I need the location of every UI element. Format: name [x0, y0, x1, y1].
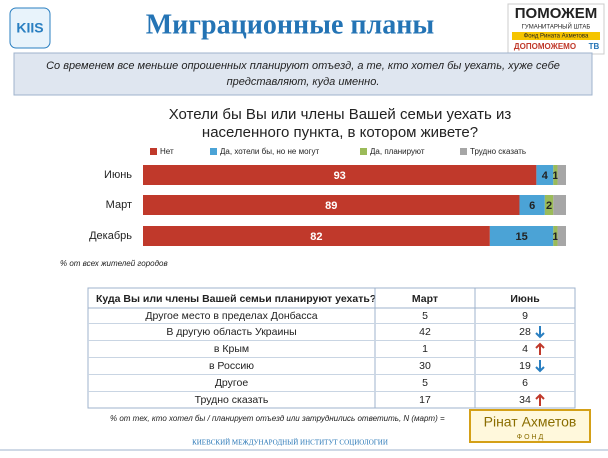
legend-label: Нет	[160, 147, 174, 156]
data-label: 6	[529, 200, 535, 212]
bar-segment	[557, 226, 566, 246]
bar-segment	[519, 195, 545, 215]
data-label: 15	[515, 231, 527, 243]
logo-right-tv: ТВ	[589, 42, 600, 51]
legend-swatch	[360, 148, 367, 155]
logo-left: KIIS	[16, 20, 43, 36]
chart-note: % от всех жителей городов	[60, 259, 168, 268]
y-tick-label: Декабрь	[89, 230, 132, 242]
table-cell: 6	[522, 377, 528, 389]
bar-segment	[143, 226, 490, 246]
y-tick-label: Март	[106, 199, 132, 211]
summary-line: представляют, куда именно.	[227, 76, 380, 88]
fund-logo-sub: Ф О Н Д	[517, 434, 544, 441]
legend-label: Да, хотели бы, но не могут	[220, 147, 319, 156]
bar-segment	[553, 195, 566, 215]
y-tick-label: Июнь	[104, 169, 132, 181]
summary-box	[13, 52, 593, 96]
data-label: 1	[552, 170, 558, 182]
table-frame	[87, 287, 576, 409]
data-label: 4	[542, 170, 549, 182]
bar-segment	[553, 226, 558, 246]
table-note: % от тех, кто хотел бы / планирует отъез…	[110, 414, 445, 423]
table-cell: 19	[519, 360, 531, 372]
table-cell: 34	[519, 394, 531, 406]
table-cell: 4	[522, 343, 528, 355]
data-label: 82	[310, 231, 322, 243]
table-cell: В другую область Украины	[166, 326, 296, 338]
chart-title: Хотели бы Вы или члены Вашей семьи уехат…	[169, 106, 512, 123]
data-label: 93	[334, 170, 346, 182]
table-cell: Трудно сказать	[195, 394, 269, 406]
legend-swatch	[210, 148, 217, 155]
footer-institute: КИЕВСКИЙ МЕЖДУНАРОДНЫЙ ИНСТИТУТ СОЦИОЛОГ…	[192, 439, 388, 447]
table-cell: 1	[422, 343, 428, 355]
table-cell: 17	[419, 394, 431, 406]
table-cell: Другое место в пределах Донбасса	[145, 310, 317, 322]
legend-label: Трудно сказать	[470, 147, 526, 156]
logo-right-box	[507, 3, 605, 55]
bar-segment	[143, 165, 537, 185]
table-cell: 9	[522, 310, 528, 322]
summary-line: Со временем все меньше опрошенных планир…	[46, 60, 560, 72]
table-cell: 28	[519, 326, 531, 338]
logo-right-line: ГУМАНИТАРНЫЙ ШТАБ	[522, 23, 591, 31]
table-cell: Другое	[215, 377, 249, 389]
bar-segment	[553, 165, 558, 185]
table-header: Июнь	[510, 293, 540, 305]
table-cell: 42	[419, 326, 431, 338]
slide-title: Миграционные планы	[146, 9, 435, 40]
table-cell: 5	[422, 377, 428, 389]
logo-left-box	[9, 7, 51, 49]
logo-right-brand: ПОМОЖЕМ	[515, 5, 597, 22]
data-label: 2	[546, 200, 552, 212]
table-cell: в Россию	[209, 360, 254, 372]
data-label: 1	[552, 231, 558, 243]
table-cell: 5	[422, 310, 428, 322]
bar-segment	[489, 226, 554, 246]
table-cell: в Крым	[214, 343, 249, 355]
data-label: 89	[325, 200, 337, 212]
table-cell: 30	[419, 360, 431, 372]
legend-label: Да, планируют	[370, 147, 425, 156]
chart-title: населенного пункта, в котором живете?	[202, 124, 478, 141]
legend-swatch	[460, 148, 467, 155]
bar-segment	[544, 195, 554, 215]
bar-segment	[143, 195, 520, 215]
bar-segment	[536, 165, 554, 185]
fund-logo-box	[469, 409, 591, 443]
bar-segment	[557, 165, 566, 185]
table-header: Куда Вы или члены Вашей семьи планируют …	[96, 293, 376, 305]
fund-logo: Рінат Ахметов	[484, 414, 577, 430]
legend-swatch	[150, 148, 157, 155]
logo-band	[512, 32, 600, 40]
logo-right-brand2: ДОПОМОЖЕМО	[514, 42, 576, 51]
logo-right-line: Фонд Рината Ахметова	[524, 34, 589, 40]
trend-arrow	[535, 326, 545, 406]
table-header: Март	[412, 293, 438, 305]
